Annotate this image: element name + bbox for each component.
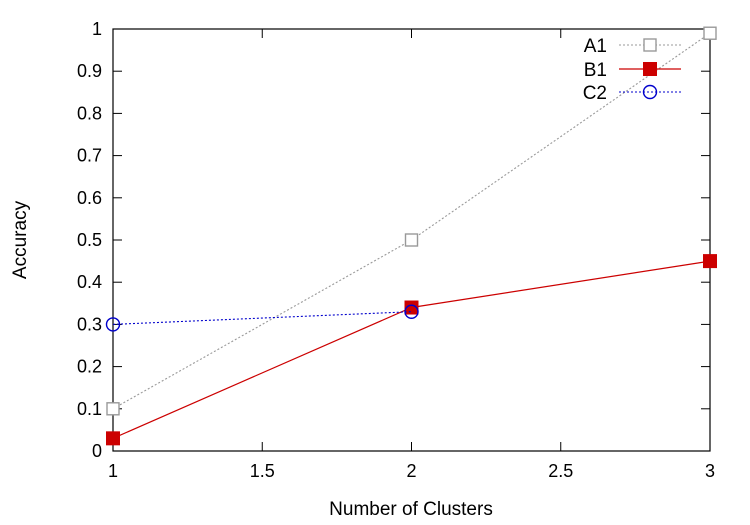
legend-label-B1: B1 — [584, 60, 607, 81]
data-point-C2 — [404, 304, 419, 319]
data-point-B1 — [703, 254, 717, 269]
y-tick-label: 0.9 — [77, 61, 102, 81]
series-layer — [105, 26, 717, 446]
y-tick-label: 0.4 — [77, 272, 102, 292]
x-axis-title: Number of Clusters — [329, 499, 493, 520]
series-line-C2 — [112, 311, 412, 325]
data-point-B1 — [106, 431, 120, 446]
x-tick-label: 2 — [406, 461, 416, 481]
data-point-A1 — [703, 26, 717, 40]
y-axis-title: Accuracy — [10, 200, 31, 279]
y-tick-label: 0.2 — [77, 357, 102, 377]
series-line-A1 — [112, 32, 711, 410]
legend-marker-B1 — [643, 62, 657, 76]
y-tick-label: 0 — [92, 441, 102, 461]
y-tick-label: 0.3 — [77, 314, 102, 334]
y-tick-label: 0.6 — [77, 188, 102, 208]
legend-label-A1: A1 — [584, 36, 607, 57]
data-point-B1 — [404, 300, 419, 315]
y-tick-label: 1 — [92, 19, 102, 39]
y-tick-label: 0.1 — [77, 399, 102, 419]
x-tick-label: 1 — [108, 461, 118, 481]
y-tick-label: 0.5 — [77, 230, 102, 250]
axis-ticks: 0 0.1 0.2 0.3 0.4 0.5 0.6 0.7 0.8 0.9 1 1 1.5 2 2.5 3 — [77, 19, 715, 481]
x-tick-label: 3 — [705, 461, 715, 481]
series-line-B1 — [112, 260, 711, 439]
y-tick-label: 0.8 — [77, 103, 102, 123]
y-tick-label: 0.7 — [77, 146, 102, 166]
data-point-A1 — [404, 233, 419, 247]
legend-marker-C2 — [642, 84, 658, 100]
x-tick-label: 1.5 — [250, 461, 275, 481]
legend-label-C2: C2 — [583, 83, 607, 104]
x-tick-label: 2.5 — [548, 461, 573, 481]
legend-marker-A1 — [643, 38, 657, 52]
data-point-A1 — [106, 402, 120, 416]
data-point-C2 — [105, 317, 121, 332]
